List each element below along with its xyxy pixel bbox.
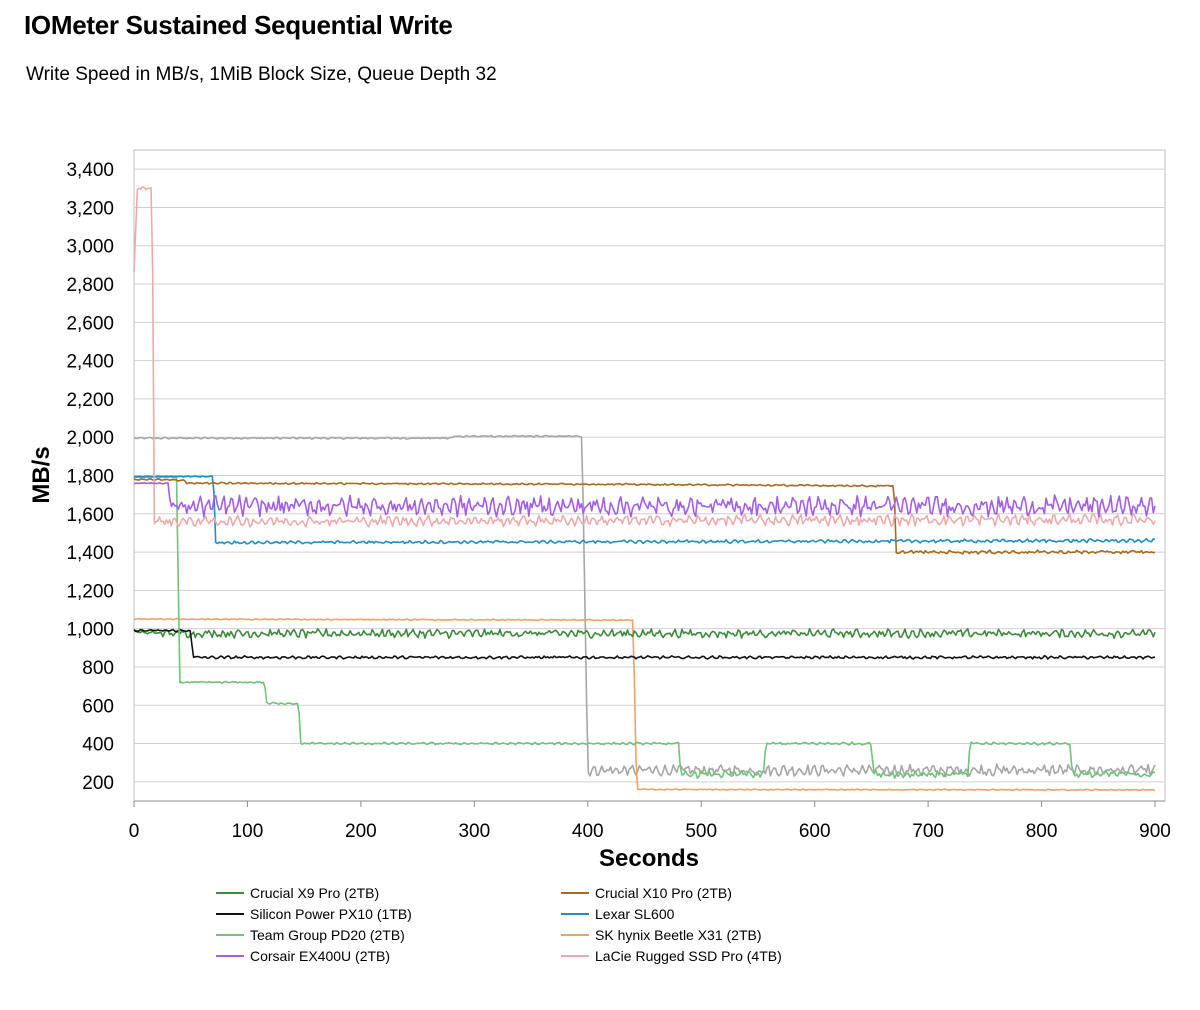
y-tick-label: 3,200 [66,198,114,219]
x-tick-label: 300 [458,821,490,842]
legend-label: LaCie Rugged SSD Pro (4TB) [595,947,782,964]
legend-swatch [561,933,589,936]
legend-label: Team Group PD20 (2TB) [250,926,405,943]
legend-item: SK hynix Beetle X31 (2TB) [561,924,856,945]
y-tick-label: 3,400 [66,160,114,181]
legend-swatch [561,954,589,957]
legend-swatch [216,933,244,936]
legend-item: Crucial X9 Pro (2TB) [216,882,561,903]
x-tick-label: 600 [799,821,831,842]
x-tick-label: 200 [345,821,377,842]
legend-item: Corsair EX400U (2TB) [216,945,561,966]
legend-label: Crucial X9 Pro (2TB) [250,884,380,901]
y-tick-label: 1,000 [66,620,114,641]
legend-label: SK hynix Beetle X31 (2TB) [595,926,762,943]
x-tick-label: 900 [1139,821,1171,842]
x-axis-ticks: 0 100 200 300 400 500 600 700 800 900 [129,801,1171,842]
y-tick-label: 600 [82,696,114,717]
y-tick-label: 2,600 [66,313,114,334]
legend-item: LaCie Rugged SSD Pro (4TB) [561,945,856,966]
y-axis-title: MB/s [28,446,55,503]
y-tick-label: 200 [82,773,114,794]
y-tick-label: 1,600 [66,505,114,526]
x-tick-label: 800 [1026,821,1058,842]
series-line-8 [133,434,1156,778]
x-tick-label: 0 [129,821,140,842]
x-tick-label: 700 [912,821,944,842]
y-axis-ticks: 200 400 600 800 1,000 1,200 1,400 1,600 1,800 2,0… [66,160,114,794]
chart-subtitle: Write Speed in MB/s, 1MiB Block Size, Qu… [26,64,497,85]
y-tick-label: 3,000 [66,237,114,258]
legend-label: Crucial X10 Pro (2TB) [595,884,732,901]
x-tick-label: 400 [572,821,604,842]
series-line-5 [134,617,1156,792]
y-tick-label: 400 [82,735,114,756]
legend-swatch [216,954,244,957]
series-line-7 [133,186,1156,528]
legend-item: Crucial X10 Pro (2TB) [561,882,856,903]
x-axis-title: Seconds [599,845,699,872]
series-line-2 [133,628,1156,660]
series-line-1 [133,478,1156,555]
y-tick-label: 1,400 [66,543,114,564]
legend-label: Corsair EX400U (2TB) [250,947,391,964]
chart-legend: Crucial X9 Pro (2TB) Crucial X10 Pro (2TB… [216,882,856,966]
legend-item: Silicon Power PX10 (1TB) [216,903,561,924]
y-tick-label: 800 [82,658,114,679]
chart-title: IOMeter Sustained Sequential Write [24,10,453,40]
x-tick-label: 500 [685,821,717,842]
legend-swatch [216,891,244,894]
legend-swatch [561,891,589,894]
series-line-0 [133,627,1156,640]
y-tick-label: 2,000 [66,428,114,449]
legend-item: Lexar SL600 [561,903,856,924]
legend-item: Team Group PD20 (2TB) [216,924,561,945]
legend-label: Silicon Power PX10 (1TB) [250,905,412,922]
y-tick-label: 2,200 [66,390,114,411]
y-tick-label: 2,400 [66,352,114,373]
legend-swatch [216,912,244,915]
y-tick-label: 1,800 [66,467,114,488]
series-line-3 [133,475,1156,545]
series-group [133,186,1156,792]
y-tick-label: 2,800 [66,275,114,296]
legend-label: Lexar SL600 [595,905,675,922]
series-line-6 [133,481,1156,518]
legend-swatch [561,912,589,915]
x-tick-label: 100 [232,821,264,842]
line-chart: 200 400 600 800 1,000 1,200 1,400 1,600 1,800 2,0… [28,149,1171,872]
y-tick-label: 1,200 [66,581,114,602]
series-line-4 [133,475,1156,780]
